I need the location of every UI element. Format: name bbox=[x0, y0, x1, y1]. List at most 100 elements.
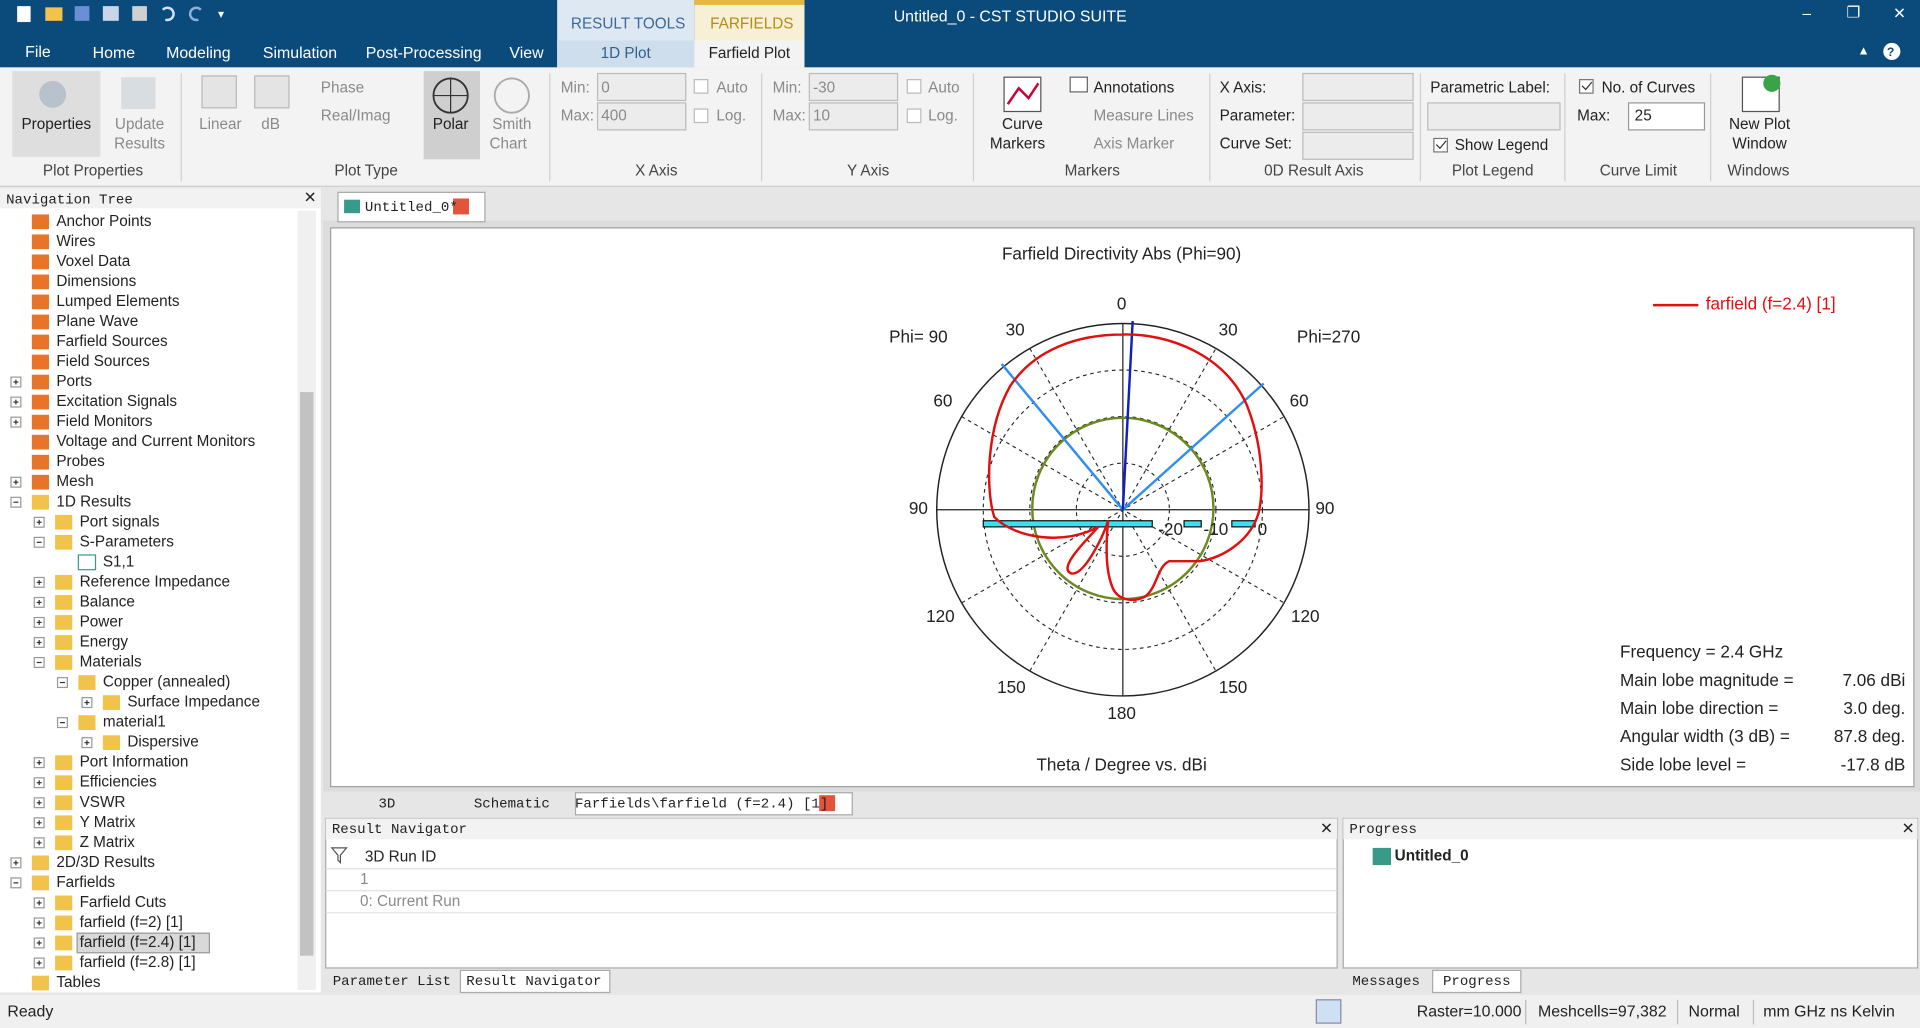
tree-item[interactable]: Materials bbox=[80, 654, 142, 671]
tree-item[interactable]: Farfields bbox=[56, 874, 115, 891]
tree-item[interactable]: Plane Wave bbox=[56, 313, 138, 330]
folder-icon bbox=[55, 755, 73, 771]
context-tab-label[interactable]: RESULT TOOLS bbox=[571, 16, 685, 33]
tree-item[interactable]: Tables bbox=[56, 974, 101, 991]
menu-tab[interactable]: Modeling bbox=[166, 45, 231, 62]
window-title: Untitled_0 - CST STUDIO SUITE bbox=[894, 8, 1127, 25]
info-value: 3.0 deg. bbox=[1843, 698, 1905, 718]
window-controls[interactable]: – ❐ ✕ ▲ ? bbox=[1802, 5, 1906, 61]
quick-access[interactable]: ▾ bbox=[17, 6, 224, 23]
tree-item[interactable]: Z Matrix bbox=[80, 834, 136, 851]
item-icon bbox=[31, 454, 49, 470]
subtab[interactable]: 1D Plot bbox=[601, 45, 652, 62]
tree-item[interactable]: Efficiencies bbox=[80, 774, 157, 791]
tree-item[interactable]: S1,1 bbox=[103, 553, 134, 570]
ribbon-group-label: Plot Properties bbox=[43, 163, 144, 180]
filter-icon[interactable] bbox=[330, 847, 348, 865]
tree-item[interactable]: Field Monitors bbox=[56, 413, 152, 430]
tree-item[interactable]: Voxel Data bbox=[56, 253, 130, 270]
menu-tab[interactable]: Post-Processing bbox=[366, 45, 482, 62]
menu-tab[interactable]: File bbox=[25, 44, 51, 61]
close-button[interactable]: ✕ bbox=[1320, 821, 1333, 838]
tree-item[interactable]: Farfield Cuts bbox=[80, 894, 167, 911]
tree-item[interactable]: 1D Results bbox=[56, 493, 131, 510]
tree-item[interactable]: Balance bbox=[80, 593, 135, 610]
status-text: mm GHz ns Kelvin bbox=[1763, 1003, 1895, 1020]
button-label: Chart bbox=[489, 136, 527, 153]
context-tab-label[interactable]: FARFIELDS bbox=[710, 16, 793, 33]
button-label[interactable]: Window bbox=[1732, 136, 1787, 153]
status-text: Normal bbox=[1689, 1003, 1740, 1020]
tree-item[interactable]: Reference Impedance bbox=[80, 573, 230, 590]
button-label[interactable]: Polar bbox=[433, 116, 469, 133]
document-tab-label[interactable]: Untitled_0* bbox=[365, 200, 458, 216]
tree-item[interactable]: material1 bbox=[103, 714, 166, 731]
field-label: Max: bbox=[1577, 107, 1610, 124]
tree-item[interactable]: farfield (f=2.8) [1] bbox=[80, 954, 196, 971]
tree-item[interactable]: VSWR bbox=[80, 794, 126, 811]
button-label[interactable]: Annotations bbox=[1093, 79, 1174, 96]
bottom-tab[interactable]: Messages bbox=[1352, 974, 1420, 990]
item-icon bbox=[77, 554, 97, 571]
tree-item[interactable]: 2D/3D Results bbox=[56, 854, 155, 871]
tree-item[interactable]: Voltage and Current Monitors bbox=[56, 433, 255, 450]
tree-item[interactable]: Probes bbox=[56, 453, 105, 470]
context-stripe bbox=[694, 0, 805, 5]
tree-item[interactable]: S-Parameters bbox=[80, 533, 175, 550]
plot-title: Farfield Directivity Abs (Phi=90) bbox=[1002, 243, 1241, 263]
tree-item[interactable]: Mesh bbox=[56, 473, 93, 490]
farfield-curve bbox=[987, 333, 1263, 602]
item-icon bbox=[31, 394, 49, 410]
tree-item[interactable]: Field Sources bbox=[56, 353, 150, 370]
tree-item[interactable]: Lumped Elements bbox=[56, 293, 180, 310]
button-label[interactable]: Properties bbox=[21, 116, 91, 133]
view-tab[interactable]: 3D bbox=[378, 796, 395, 812]
button-label[interactable]: Markers bbox=[990, 136, 1046, 153]
ribbon-inputs[interactable] bbox=[596, 72, 1706, 160]
close-button[interactable]: ✕ bbox=[304, 190, 317, 207]
bottom-tab[interactable]: Progress bbox=[1443, 974, 1511, 990]
tree-item[interactable]: farfield (f=2.4) [1] bbox=[80, 934, 196, 951]
menu-tab[interactable]: View bbox=[509, 45, 544, 62]
tree-selection bbox=[76, 932, 210, 954]
tree-item[interactable]: Power bbox=[80, 613, 123, 630]
folder-icon bbox=[31, 855, 49, 871]
tree-item[interactable]: Dispersive bbox=[127, 734, 198, 751]
angle-label: 0 bbox=[1117, 294, 1127, 314]
tree-item[interactable]: Copper (annealed) bbox=[103, 674, 231, 691]
subtab[interactable]: Farfield Plot bbox=[709, 45, 791, 62]
tree-item[interactable]: farfield (f=2) [1] bbox=[80, 914, 183, 931]
tree-item[interactable]: Port signals bbox=[80, 513, 160, 530]
polar-button[interactable] bbox=[423, 71, 480, 160]
bottom-tab-active[interactable] bbox=[459, 969, 611, 994]
tree-item[interactable]: Farfield Sources bbox=[56, 333, 168, 350]
button-label: Results bbox=[114, 136, 165, 153]
checkbox-label: No. of Curves bbox=[1602, 79, 1696, 96]
tree-item[interactable]: Surface Impedance bbox=[127, 694, 260, 711]
view-tab[interactable]: Schematic bbox=[474, 796, 550, 812]
close-button[interactable]: ✕ bbox=[1902, 821, 1915, 838]
tree-item[interactable]: Port Information bbox=[80, 754, 189, 771]
info-value: 7.06 dBi bbox=[1842, 670, 1905, 690]
menu-tab[interactable]: Simulation bbox=[263, 45, 337, 62]
tree-item[interactable]: Energy bbox=[80, 634, 129, 651]
button-label[interactable]: New Plot bbox=[1729, 116, 1791, 133]
tree-item[interactable]: Dimensions bbox=[56, 273, 136, 290]
tree-item[interactable]: Y Matrix bbox=[80, 814, 136, 831]
tree-item[interactable]: Excitation Signals bbox=[56, 393, 177, 410]
status-text: Meshcells=97,382 bbox=[1538, 1003, 1667, 1020]
view-tab-active[interactable] bbox=[574, 792, 853, 816]
bottom-tab-active-right[interactable] bbox=[1432, 969, 1522, 994]
menu-tab[interactable]: Home bbox=[93, 45, 136, 62]
button-label: dB bbox=[261, 116, 280, 133]
button-label[interactable]: Curve bbox=[1002, 116, 1043, 133]
folder-icon bbox=[31, 875, 49, 891]
table-row: 0: Current Run bbox=[360, 893, 460, 910]
view-tab[interactable]: Farfields\farfield (f=2.4) [1] bbox=[575, 796, 828, 812]
tree-item[interactable]: Ports bbox=[56, 373, 92, 390]
tree-item[interactable]: Anchor Points bbox=[56, 213, 152, 230]
result-navigator-panel bbox=[325, 817, 1338, 969]
bottom-tab[interactable]: Parameter List bbox=[333, 974, 451, 990]
tree-item[interactable]: Wires bbox=[56, 233, 95, 250]
bottom-tab[interactable]: Result Navigator bbox=[466, 974, 601, 990]
